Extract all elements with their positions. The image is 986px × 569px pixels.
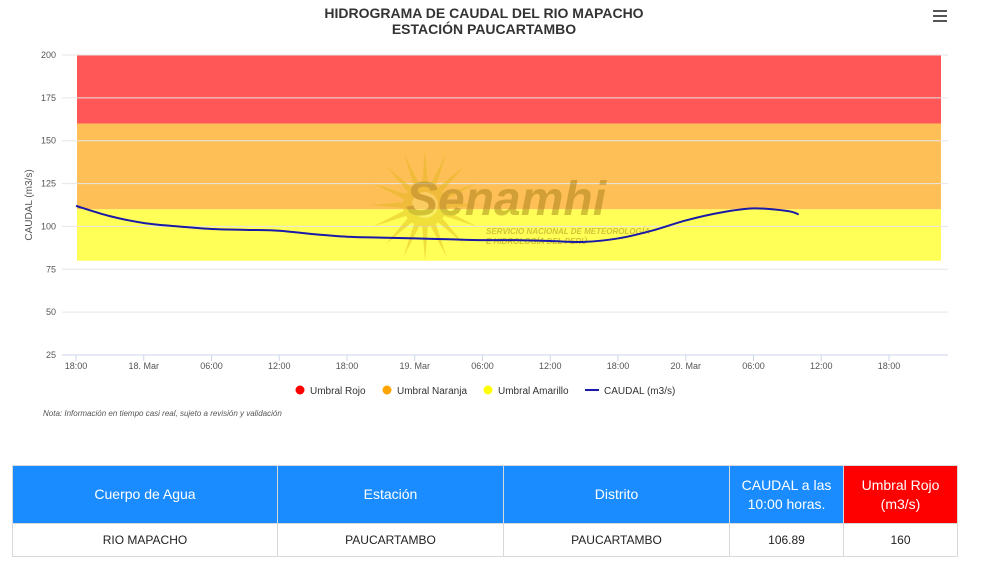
x-tick-label: 20. Mar	[670, 361, 701, 371]
legend-item[interactable]: Umbral Naranja	[382, 385, 468, 398]
hydrograph-chart: HIDROGRAMA DE CAUDAL DEL RIO MAPACHO EST…	[24, 5, 948, 418]
senamhi-watermark-logo: Senamhi SERVICIO NACIONAL DE METEOROLOGÍ…	[369, 149, 650, 261]
sun-ray	[438, 218, 465, 245]
legend-item[interactable]: Umbral Amarillo	[483, 385, 570, 398]
series-layer	[75, 204, 800, 243]
table-header-row: Cuerpo de Agua Estación Distrito CAUDAL …	[12, 465, 958, 524]
chart-subtitle: ESTACIÓN PAUCARTAMBO	[392, 20, 576, 37]
sun-ray	[438, 165, 465, 192]
header-estacion: Estación	[277, 465, 504, 524]
chart-legend[interactable]: Umbral Rojo Umbral Naranja Umbral Amarillo…	[295, 385, 676, 398]
y-tick-label: 50	[46, 307, 56, 317]
legend-label: Umbral Naranja	[397, 386, 467, 397]
y-tick-label: 175	[41, 93, 56, 103]
band-1	[77, 123, 941, 210]
sun-ray	[422, 149, 428, 184]
legend-item[interactable]: Umbral Rojo	[295, 385, 367, 398]
x-tick-label: 18. Mar	[128, 361, 159, 371]
y-tick-label: 25	[46, 350, 56, 360]
station-table: Cuerpo de Agua Estación Distrito CAUDAL …	[12, 465, 958, 557]
legend-marker	[382, 385, 392, 395]
chart-menu-hamburger-icon[interactable]	[930, 8, 950, 26]
legend-marker	[295, 385, 305, 395]
sun-ray	[403, 224, 420, 257]
y-axis: 200 175 150 125 100 75 50 25	[41, 50, 56, 360]
table-row: RIO MAPACHO PAUCARTAMBO PAUCARTAMBO 106.…	[12, 523, 958, 557]
sun-ray	[446, 202, 481, 208]
cell-umbral-rojo: 160	[843, 523, 958, 557]
y-axis-label: CAUDAL (m3/s)	[24, 169, 35, 240]
x-tick-label: 06:00	[200, 361, 223, 371]
cell-distrito: PAUCARTAMBO	[503, 523, 730, 557]
sun-ray	[444, 183, 477, 200]
y-tick-label: 200	[41, 50, 56, 60]
chart-note: Nota: Información en tiempo casi real, s…	[43, 409, 282, 418]
legend-marker	[483, 385, 493, 395]
legend-label: Umbral Rojo	[310, 386, 366, 397]
x-tick-label: 06:00	[742, 361, 765, 371]
x-tick-label: 19. Mar	[399, 361, 430, 371]
cell-estacion: PAUCARTAMBO	[277, 523, 504, 557]
header-distrito: Distrito	[503, 465, 730, 524]
sun-ray	[369, 202, 404, 208]
y-tick-label: 150	[41, 136, 56, 146]
x-tick-label: 18:00	[65, 361, 88, 371]
band-2	[77, 209, 941, 261]
sun-ray	[430, 224, 447, 257]
sun-ray	[444, 210, 477, 227]
x-tick-label: 12:00	[539, 361, 562, 371]
cell-caudal: 106.89	[729, 523, 844, 557]
x-tick-label: 12:00	[810, 361, 833, 371]
band-0	[77, 55, 941, 124]
y-tick-label: 75	[46, 264, 56, 274]
chart-title: HIDROGRAMA DE CAUDAL DEL RIO MAPACHO	[324, 5, 643, 21]
sun-ray	[373, 183, 406, 200]
x-tick-label: 18:00	[607, 361, 630, 371]
legend-label: Umbral Amarillo	[498, 386, 569, 397]
sun-ray	[422, 226, 428, 261]
threshold-bands	[77, 55, 941, 261]
series-line-caudal	[75, 204, 800, 243]
header-caudal: CAUDAL a las 10:00 horas.	[729, 465, 844, 524]
header-umbral-rojo: Umbral Rojo (m3/s)	[843, 465, 958, 524]
header-cuerpo-agua: Cuerpo de Agua	[12, 465, 278, 524]
x-tick-label: 12:00	[268, 361, 291, 371]
legend-item[interactable]: CAUDAL (m3/s)	[585, 386, 675, 397]
watermark-line1: SERVICIO NACIONAL DE METEOROLOGÍA	[486, 227, 650, 236]
watermark-name: Senamhi	[406, 173, 608, 226]
y-tick-label: 100	[41, 221, 56, 231]
y-tick-label: 125	[41, 179, 56, 189]
sun-ray	[385, 165, 412, 192]
cell-cuerpo-agua: RIO MAPACHO	[12, 523, 278, 557]
x-axis: 18:00 18. Mar 06:00 12:00 18:00 19. Mar 06:00 1…	[62, 354, 948, 371]
sun-ray	[430, 153, 447, 186]
x-tick-label: 18:00	[878, 361, 901, 371]
x-tick-label: 06:00	[471, 361, 494, 371]
sun-ray	[373, 210, 406, 227]
legend-label: CAUDAL (m3/s)	[604, 386, 675, 397]
sun-ray	[403, 153, 420, 186]
x-tick-label: 18:00	[336, 361, 359, 371]
